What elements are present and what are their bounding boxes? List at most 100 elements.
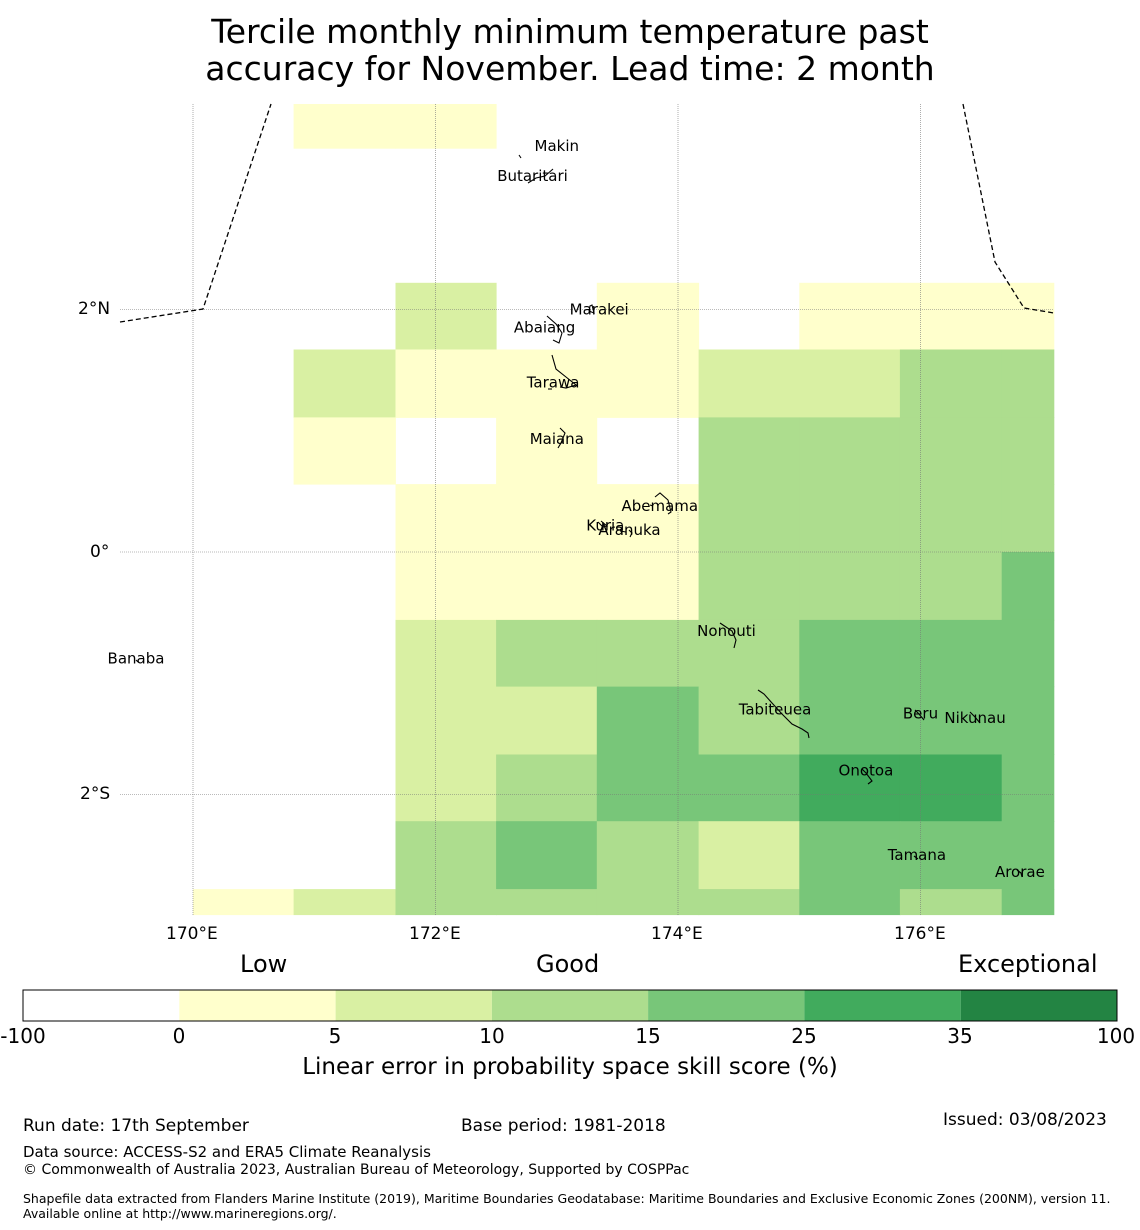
grid-cell xyxy=(698,754,800,822)
grid-cell xyxy=(899,282,1003,350)
island-label-beru: Beru xyxy=(903,704,938,722)
onotoa-outline xyxy=(861,768,873,785)
colorbar-tick-10: 10 xyxy=(479,1024,505,1048)
island-label-makin: Makin xyxy=(535,137,580,155)
grid-cell xyxy=(799,417,901,485)
grid-cell xyxy=(899,686,1003,755)
grid-cell xyxy=(1001,686,1055,755)
grid-cell xyxy=(395,686,497,755)
colorbar-segment xyxy=(648,990,805,1021)
data-source: Data source: ACCESS-S2 and ERA5 Climate … xyxy=(23,1143,431,1161)
grid-cell xyxy=(395,821,497,890)
colorbar-segment xyxy=(804,990,961,1021)
shapefile-credit: Shapefile data extracted from Flanders M… xyxy=(23,1191,1111,1221)
island-label-arorae: Arorae xyxy=(995,863,1045,881)
graticule xyxy=(120,104,1054,915)
tabiteuea-outline xyxy=(757,689,810,739)
island-label-tabiteuea: Tabiteuea xyxy=(738,701,812,719)
grid-cell xyxy=(1001,484,1055,553)
island-label-tamana: Tamana xyxy=(887,846,946,864)
y-tick-2n: 2°N xyxy=(78,299,111,319)
grid-cell xyxy=(395,619,497,688)
skill-grid xyxy=(193,104,1055,916)
grid-cell xyxy=(395,552,497,621)
grid-cell xyxy=(899,484,1003,553)
colorbar-tick-15: 15 xyxy=(635,1024,661,1048)
island-label-abaiang: Abaiang xyxy=(514,319,575,337)
grid-cell xyxy=(395,754,497,822)
grid-cell xyxy=(596,552,700,621)
nonouti-outline xyxy=(719,622,737,649)
copyright: © Commonwealth of Australia 2023, Austra… xyxy=(23,1162,690,1178)
abemama-outline xyxy=(649,492,672,515)
grid-cell xyxy=(899,552,1003,621)
tarawa-outline xyxy=(551,354,578,389)
grid-cell xyxy=(496,821,598,890)
arorae-outline xyxy=(1016,869,1023,878)
grid-cell xyxy=(596,282,700,350)
grid-cell xyxy=(293,349,396,418)
grid-cell xyxy=(698,417,800,485)
colorbar-tick-35: 35 xyxy=(947,1024,973,1048)
island-label-maiana: Maiana xyxy=(530,430,584,448)
run-date: Run date: 17th September xyxy=(23,1116,249,1136)
grid-cell xyxy=(1001,754,1055,822)
grid-cell xyxy=(799,889,901,916)
category-exceptional: Exceptional xyxy=(958,950,1098,978)
colorbar-tick-25: 25 xyxy=(791,1024,817,1048)
colorbar-frame xyxy=(22,989,1118,1022)
y-tick-0: 0° xyxy=(90,542,110,562)
colorbar-segment xyxy=(491,990,649,1021)
grid-cell xyxy=(596,686,700,755)
grid-cell xyxy=(596,821,700,890)
grid-cell xyxy=(293,417,396,485)
category-low: Low xyxy=(240,950,288,978)
grid-cell xyxy=(395,484,497,553)
island-label-butaritari: Butaritari xyxy=(497,167,568,185)
grid-cell xyxy=(395,104,497,149)
grid-cell xyxy=(1001,349,1055,418)
banaba-outline xyxy=(135,659,139,663)
grid-cell xyxy=(596,754,700,822)
eez-boundary xyxy=(119,103,1055,323)
title-line-1: Tercile monthly minimum temperature past xyxy=(211,12,929,51)
grid-cell xyxy=(799,552,901,621)
island-label-aranuka: Aranuka xyxy=(598,521,660,539)
grid-cell xyxy=(698,821,800,890)
butaritari-outline xyxy=(527,168,554,184)
issued-date: Issued: 03/08/2023 xyxy=(943,1110,1107,1130)
grid-cell xyxy=(193,889,295,916)
colorbar-tick-100: 100 xyxy=(1096,1024,1136,1048)
abaiang-outline xyxy=(546,315,563,344)
maiana-outline xyxy=(557,427,566,449)
grid-cell xyxy=(698,619,800,688)
grid-cell xyxy=(899,754,1003,822)
grid-cell xyxy=(698,686,800,755)
grid-cell xyxy=(1001,282,1055,350)
aranuka-outline xyxy=(619,529,633,538)
grid-cell xyxy=(596,619,700,688)
grid-cell xyxy=(799,619,901,688)
grid-cell xyxy=(496,417,598,485)
grid-cell xyxy=(496,889,598,916)
colorbar-segment xyxy=(179,990,336,1021)
grid-cell xyxy=(1001,552,1055,621)
grid-cell xyxy=(899,349,1003,418)
base-period: Base period: 1981-2018 xyxy=(461,1116,666,1136)
island-label-marakei: Marakei xyxy=(570,301,629,319)
grid-cell xyxy=(899,417,1003,485)
grid-cell xyxy=(799,821,901,890)
grid-cell xyxy=(1001,417,1055,485)
makin-outline xyxy=(518,154,522,159)
marakei-outline xyxy=(588,304,595,314)
grid-cell xyxy=(1001,889,1055,916)
eez-boundary-west xyxy=(119,103,272,323)
colorbar-tick-minus100: -100 xyxy=(0,1024,46,1048)
tamana-outline xyxy=(913,855,919,860)
grid-cell xyxy=(596,349,700,418)
grid-cell xyxy=(698,889,800,916)
category-good: Good xyxy=(536,950,600,978)
grid-cell xyxy=(899,619,1003,688)
